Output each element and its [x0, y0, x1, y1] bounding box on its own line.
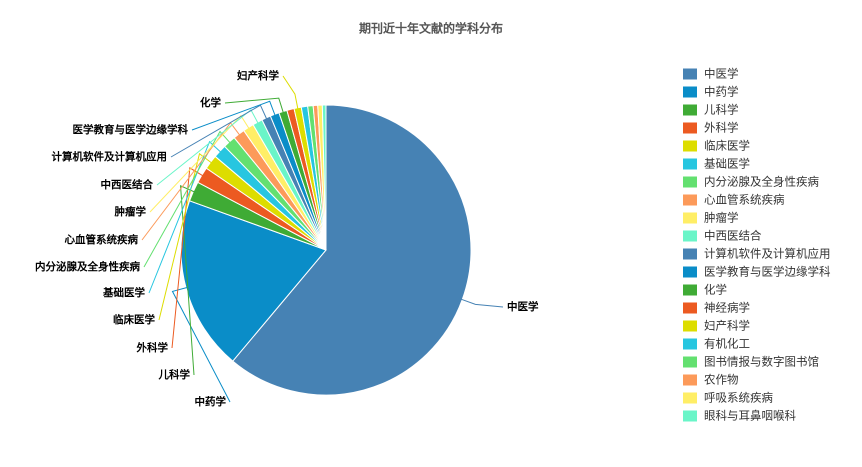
legend-label: 中医学 [704, 67, 739, 81]
legend-swatch [683, 410, 697, 422]
legend-swatch [683, 194, 697, 206]
legend-swatch [683, 122, 697, 134]
slice-label: 中药学 [195, 395, 227, 408]
slice-label: 化学 [200, 96, 221, 109]
legend-swatch [683, 320, 697, 332]
legend-label: 基础医学 [704, 157, 750, 171]
legend-swatch [683, 176, 697, 188]
legend-label: 中西医结合 [704, 229, 762, 243]
legend-swatch [683, 338, 697, 350]
slice-label: 中医学 [507, 300, 539, 313]
leader-line [171, 167, 204, 349]
slice-label: 妇产科学 [236, 69, 279, 82]
legend-label: 神经病学 [704, 301, 750, 315]
slice-label: 中西医结合 [101, 178, 154, 191]
slice-label: 计算机软件及计算机应用 [52, 150, 168, 163]
legend-label: 医学教育与医学边缘学科 [704, 265, 831, 279]
legend-label: 化学 [704, 283, 727, 297]
legend-label: 内分泌腺及全身性疾病 [704, 175, 819, 189]
slice-label: 临床医学 [113, 313, 155, 326]
legend-swatch [683, 86, 697, 98]
legend-label: 农作物 [704, 373, 739, 387]
legend-label: 图书情报与数字图书馆 [704, 355, 819, 369]
legend-label: 呼吸系统疾病 [704, 391, 773, 405]
legend-label: 肿瘤学 [704, 211, 739, 225]
leader-line [191, 100, 276, 131]
legend-swatch [683, 302, 697, 314]
legend-swatch [683, 248, 697, 260]
legend-swatch [683, 374, 697, 386]
slice-label: 外科学 [136, 341, 169, 354]
leader-line [158, 152, 213, 321]
legend-swatch [683, 356, 697, 368]
leader-line [156, 109, 259, 186]
slice-label: 肿瘤学 [115, 205, 147, 218]
legend-swatch [683, 158, 697, 170]
leader-line [224, 97, 285, 114]
slice-label: 内分泌腺及全身性疾病 [35, 260, 140, 273]
leader-line [143, 130, 232, 268]
legend-label: 计算机软件及计算机应用 [704, 247, 831, 261]
leader-line [171, 286, 231, 403]
pie-slice [321, 104, 327, 251]
legend-swatch [683, 266, 697, 278]
legend-label: 临床医学 [704, 139, 750, 153]
slice-label: 医学教育与医学边缘学科 [73, 123, 189, 136]
chart-title: 期刊近十年文献的学科分布 [359, 21, 503, 36]
legend-label: 眼科与耳鼻咽喉科 [704, 409, 796, 423]
slice-label: 基础医学 [102, 286, 145, 299]
legend-swatch [683, 140, 697, 152]
leader-line [149, 114, 250, 213]
legend-swatch [683, 284, 697, 296]
legend-swatch [683, 104, 697, 116]
legend-label: 中药学 [704, 85, 739, 99]
slice-label: 儿科学 [158, 368, 191, 381]
legend-swatch [683, 212, 697, 224]
legend-label: 心血管系统疾病 [704, 193, 785, 207]
legend-swatch [683, 68, 697, 80]
leader-line [282, 75, 299, 110]
legend-label: 外科学 [704, 121, 739, 135]
legend-swatch [683, 230, 697, 242]
leader-line [460, 298, 504, 308]
legend-label: 有机化工 [704, 337, 750, 351]
slice-label: 心血管系统疾病 [65, 233, 139, 246]
legend-swatch [683, 392, 697, 404]
leader-line [148, 140, 222, 294]
legend-label: 妇产科学 [704, 319, 750, 333]
legend-label: 儿科学 [704, 103, 739, 117]
